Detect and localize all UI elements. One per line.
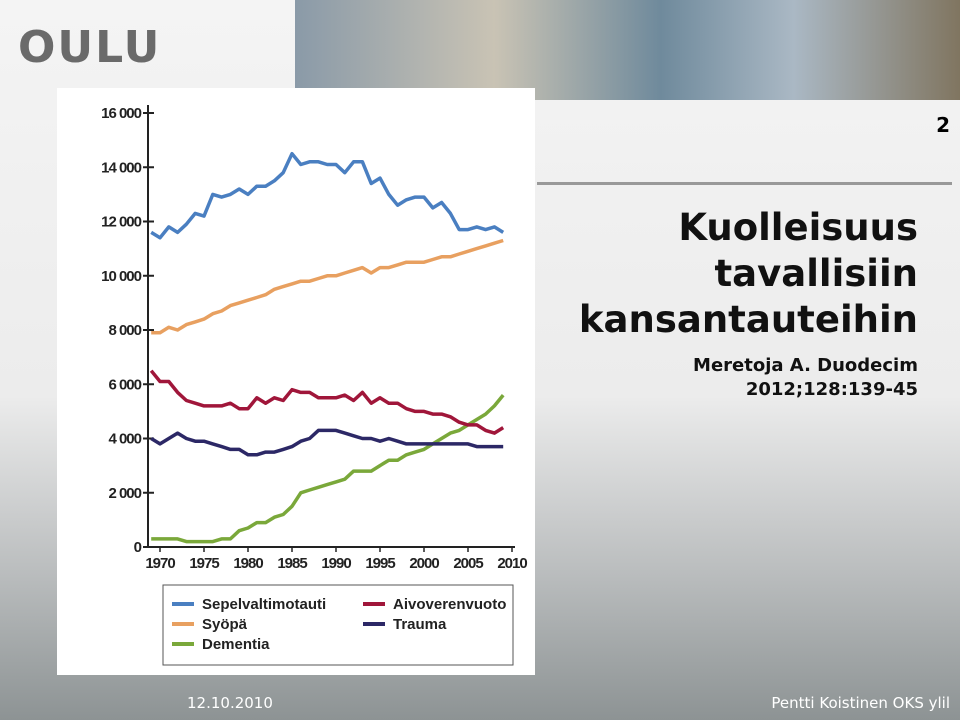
title-line: kansantauteihin — [578, 298, 918, 341]
legend-label: Trauma — [393, 616, 447, 633]
series-line — [150, 428, 504, 457]
citation-line: Meretoja A. Duodecim — [693, 355, 918, 376]
series-line — [151, 393, 505, 544]
y-tick-label: 6 000 — [108, 376, 141, 393]
citation: Meretoja A. Duodecim 2012;128:139-45 — [693, 354, 918, 402]
x-tick-label: 1995 — [365, 555, 395, 572]
slide-number: 2 — [936, 113, 950, 137]
y-tick-label: 14 000 — [101, 159, 142, 176]
series-line — [150, 151, 505, 240]
legend-label: Dementia — [202, 636, 270, 653]
title-line: Kuolleisuus — [678, 206, 918, 249]
banner-photo — [295, 0, 960, 100]
x-tick-label: 1985 — [277, 555, 307, 572]
date: 12.10.2010 — [187, 694, 273, 712]
legend — [162, 584, 514, 666]
series-line — [149, 369, 505, 435]
y-tick-label: 16 000 — [101, 105, 142, 122]
x-tick-label: 2010 — [497, 555, 527, 572]
legend-label: Sepelvaltimotauti — [202, 596, 326, 613]
y-tick-label: 10 000 — [101, 268, 142, 285]
chart-panel — [57, 88, 535, 675]
legend-label: Aivoverenvuoto — [393, 596, 506, 613]
x-tick-label: 2000 — [409, 555, 439, 572]
x-tick-label: 2005 — [453, 555, 483, 572]
y-tick-label: 8 000 — [108, 322, 141, 339]
legend-label: Syöpä — [202, 616, 248, 633]
y-tick-label: 2 000 — [108, 485, 141, 502]
y-tick-label: 0 — [134, 539, 142, 556]
x-tick-label: 1990 — [321, 555, 351, 572]
y-tick-label: 12 000 — [101, 214, 142, 231]
title-line: tavallisiin — [714, 252, 918, 295]
citation-line: 2012;128:139-45 — [745, 379, 918, 400]
x-tick-label: 1975 — [189, 555, 219, 572]
series-line — [151, 238, 504, 335]
divider — [537, 182, 952, 185]
logo: OULU — [18, 22, 162, 73]
footer: Pentti Koistinen OKS ylil — [771, 694, 950, 712]
y-tick-label: 4 000 — [108, 431, 141, 448]
x-tick-label: 1970 — [145, 555, 175, 572]
x-tick-label: 1980 — [233, 555, 263, 572]
slide-title: Kuolleisuus tavallisiin kansantauteihin — [579, 205, 918, 343]
